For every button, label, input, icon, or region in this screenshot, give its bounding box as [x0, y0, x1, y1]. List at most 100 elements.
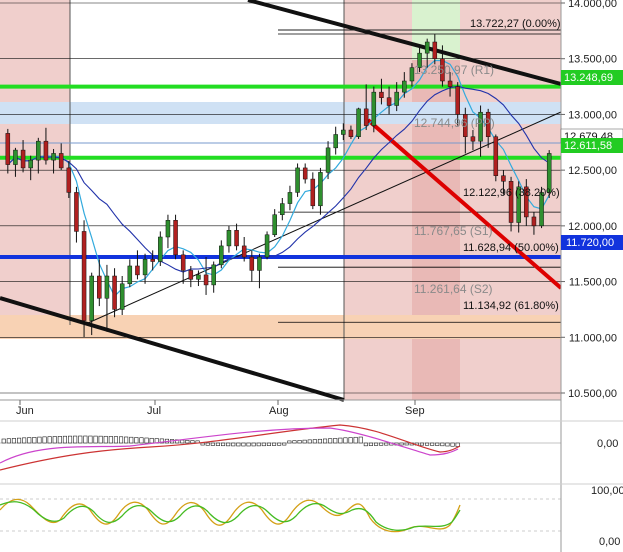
- candle-body: [119, 283, 125, 310]
- candle-body: [501, 175, 506, 182]
- macd-bar: [277, 442, 282, 446]
- macd-bar: [129, 436, 134, 444]
- macd-bar: [185, 440, 190, 444]
- channel-top-line: [247, 0, 562, 86]
- macd-bar: [11, 438, 16, 444]
- candle-body: [539, 192, 544, 227]
- x-axis: Jun Jul Aug Sep: [0, 399, 561, 417]
- candles: [5, 34, 552, 338]
- candle-body: [165, 220, 171, 238]
- macd-signal-line: [0, 427, 459, 464]
- macd-bar: [353, 436, 358, 444]
- macd-bar: [419, 442, 425, 446]
- candle-body: [158, 236, 163, 262]
- candle-body: [447, 80, 453, 87]
- macd-bar: [200, 442, 205, 446]
- y-tick-label: 14.000,00: [568, 0, 617, 10]
- macd-bar: [271, 442, 277, 446]
- candle-body: [5, 133, 11, 165]
- macd-bar: [333, 438, 338, 444]
- candle-body: [371, 91, 377, 126]
- macd-bar: [445, 442, 450, 447]
- candle-body: [211, 264, 216, 286]
- macd-bar: [190, 440, 195, 444]
- stochastic-panel: 100,00 0,00: [0, 483, 623, 548]
- candle-body: [356, 108, 361, 137]
- candle-body: [455, 86, 460, 115]
- x-label-sep: Sep: [405, 405, 425, 417]
- fib-0-label: 13.722,27 (0.00%): [470, 18, 561, 30]
- macd-bar: [57, 436, 62, 444]
- macd-bar: [108, 436, 113, 444]
- uptrend-line: [87, 111, 562, 324]
- badge-green-mid-text: 12.611,58: [564, 140, 612, 152]
- macd-bar: [52, 436, 57, 444]
- horizontal-levels: [0, 33, 561, 323]
- candle-body: [386, 97, 392, 106]
- channel-bottom-line: [0, 296, 345, 402]
- macd-bar: [113, 436, 118, 444]
- candle-body: [524, 186, 529, 218]
- macd-line: [0, 424, 461, 471]
- macd-bar: [348, 437, 353, 444]
- macd-bar: [368, 442, 374, 446]
- x-label-aug: Aug: [269, 405, 289, 417]
- macd-bar: [42, 436, 47, 444]
- y-axis: [560, 0, 623, 552]
- candle-body: [310, 178, 316, 207]
- macd-bar: [282, 442, 287, 446]
- macd-bar: [256, 442, 261, 447]
- y-tick-label: 11.000,00: [569, 332, 617, 344]
- fib-382-label: 12.122,96 (38.20%): [463, 187, 560, 199]
- candle-body: [493, 136, 499, 176]
- macd-bar: [231, 442, 236, 447]
- macd-bar: [236, 442, 241, 447]
- macd-bar: [379, 442, 384, 446]
- macd-bar: [210, 442, 215, 446]
- macd-bar: [88, 435, 93, 444]
- candle-body: [36, 140, 41, 161]
- x-label-jul: Jul: [147, 405, 161, 417]
- fast-ma-line: [7, 59, 550, 298]
- macd-bar: [149, 437, 154, 444]
- pp-label: 12.744,96 (PP): [414, 116, 495, 130]
- downtrend-red-line: [366, 118, 563, 290]
- macd-bar: [144, 437, 149, 444]
- badge-blue-text: 11.720,00: [566, 237, 614, 249]
- macd-bar: [180, 439, 185, 444]
- candle-body: [43, 140, 49, 161]
- x-label-jun: Jun: [16, 405, 34, 417]
- macd-bar: [322, 438, 328, 444]
- trendlines: [0, 0, 563, 402]
- y-tick-label: 11.500,00: [569, 277, 617, 289]
- macd-bar: [215, 442, 220, 446]
- macd-bar: [226, 442, 231, 447]
- candle-body: [325, 147, 331, 173]
- candle-body: [531, 216, 537, 227]
- macd-bar: [1, 438, 6, 444]
- candle-body: [379, 91, 384, 98]
- macd-bar: [119, 436, 124, 444]
- level-annotations: 13.722,27 (0.00%) 13.250,97 (R1) 12.744,…: [414, 18, 561, 312]
- candle-body: [127, 265, 133, 285]
- macd-bar: [47, 436, 52, 444]
- candle-body: [485, 111, 491, 137]
- candle-body: [463, 114, 468, 137]
- candle-body: [318, 172, 323, 207]
- pp-band: [0, 102, 561, 124]
- macd-bar: [16, 437, 22, 444]
- candle-body: [508, 181, 514, 223]
- candle-body: [409, 67, 415, 82]
- candle-body: [241, 245, 247, 258]
- badge-green-mid: [561, 138, 623, 153]
- y-tick-label: 12.500,00: [568, 165, 617, 177]
- macd-bar: [98, 435, 103, 444]
- macd-bar: [338, 437, 343, 444]
- candle-body: [58, 153, 64, 169]
- candle-body: [257, 256, 262, 271]
- macd-bar: [32, 437, 37, 444]
- macd-bar: [27, 437, 32, 444]
- candle-body: [13, 149, 18, 165]
- candle-body: [272, 214, 277, 236]
- macd-bar: [78, 435, 83, 444]
